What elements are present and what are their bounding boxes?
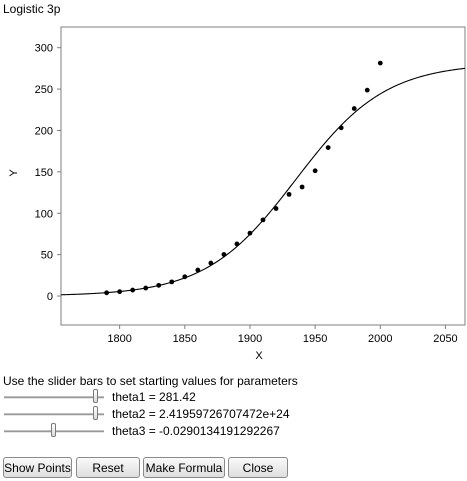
data-point [247,230,253,236]
reset-button[interactable]: Reset [76,457,140,478]
data-point [143,285,149,291]
x-tick-label: 2050 [433,333,457,345]
x-tick-label: 1950 [303,333,327,345]
data-point [130,287,136,293]
param-row-theta2: theta2 = 2.41959726707472e+24 [0,406,467,422]
data-point [234,241,240,247]
data-point [195,267,201,273]
theta1-slider-track[interactable] [4,396,104,399]
y-tick-label: 150 [35,167,53,179]
theta1-slider-thumb[interactable] [92,389,98,403]
theta2-slider-thumb[interactable] [92,406,98,420]
y-tick-label: 100 [35,208,53,220]
x-tick-label: 1850 [173,333,197,345]
data-point [156,282,162,288]
data-point [208,260,214,266]
x-tick-label: 1800 [107,333,131,345]
data-point [117,289,123,295]
data-point [364,87,370,93]
theta1-label: theta1 = 281.42 [112,390,196,404]
data-point [104,290,110,296]
data-point [286,191,292,197]
data-point [312,168,318,174]
y-tick-label: 300 [35,43,53,55]
y-tick-label: 200 [35,125,53,137]
chart-svg: 1800 1850 1900 1950 2000 2050 0 50 100 150 200 250… [8,26,466,362]
y-axis: 0 50 100 150 200 250 300 [35,43,61,303]
y-tick-label: 0 [47,291,53,303]
data-point [221,252,227,257]
theta2-slider-track[interactable] [4,413,104,416]
make-formula-button[interactable]: Make Formula [143,457,225,478]
x-axis-label: X [255,350,263,362]
x-tick-label: 2000 [368,333,392,345]
data-point [377,60,383,66]
data-points [104,60,383,296]
instructions-text: Use the slider bars to set starting valu… [3,374,298,388]
data-point [299,184,305,190]
show-points-button[interactable]: Show Points [3,457,72,478]
data-point [351,106,357,111]
data-point [182,274,188,280]
theta2-label: theta2 = 2.41959726707472e+24 [112,407,290,421]
theta3-slider-thumb[interactable] [50,423,56,437]
param-row-theta3: theta3 = -0.0290134191292267 [0,423,467,439]
data-point [260,217,266,223]
data-point [325,145,331,151]
chart: 1800 1850 1900 1950 2000 2050 0 50 100 150 200 250… [8,26,466,362]
param-row-theta1: theta1 = 281.42 [0,389,467,405]
data-point [338,125,344,131]
x-tick-label: 1900 [238,333,262,345]
x-axis: 1800 1850 1900 1950 2000 2050 [107,325,458,345]
y-tick-label: 250 [35,84,53,96]
data-point [169,279,175,285]
data-point [273,206,279,211]
y-axis-label: Y [8,169,20,177]
theta3-label: theta3 = -0.0290134191292267 [112,424,280,438]
close-button[interactable]: Close [228,457,288,478]
y-tick-label: 50 [41,250,53,262]
plot-frame [60,26,466,326]
window-title: Logistic 3p [3,2,61,16]
